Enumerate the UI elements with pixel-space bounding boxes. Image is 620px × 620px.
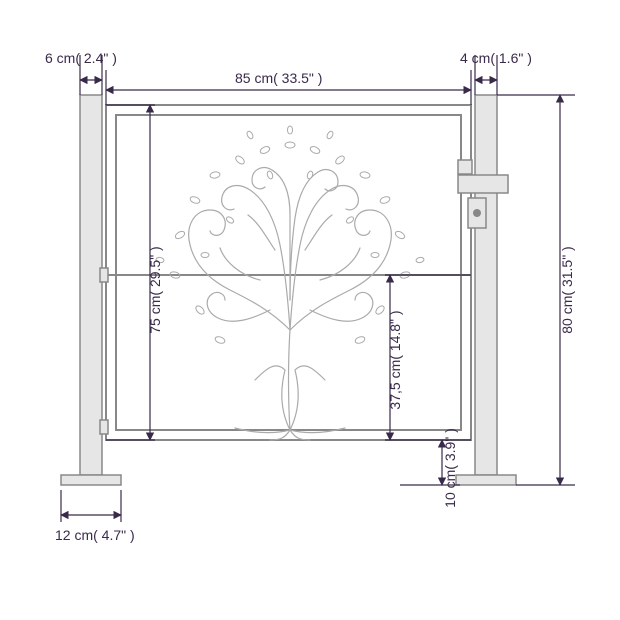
right-post xyxy=(475,95,497,475)
hinge-upper xyxy=(100,268,108,282)
gate-drawing xyxy=(61,95,516,485)
dim-overall-height-label: 80 cm( 31.5" ) xyxy=(559,246,575,333)
dim-lower-height: 37,5 cm( 14.8" ) xyxy=(385,275,471,440)
dim-overall-height: 80 cm( 31.5" ) xyxy=(497,95,575,485)
dim-panel-width-label: 85 cm( 33.5" ) xyxy=(235,70,322,86)
dim-panel-width: 85 cm( 33.5" ) xyxy=(106,70,471,105)
left-post xyxy=(80,95,102,475)
dim-ground-gap-label: 10 cm( 3.9" ) xyxy=(442,428,458,508)
dim-panel-height-label: 75 cm( 29.5" ) xyxy=(147,246,163,333)
right-foot xyxy=(456,475,516,485)
dim-foot-width: 12 cm( 4.7" ) xyxy=(55,490,135,543)
dimension-diagram: 6 cm( 2.4" ) 85 cm( 33.5" ) 4 cm( 1.6" )… xyxy=(0,0,620,620)
dim-latch-width-label: 4 cm( 1.6" ) xyxy=(460,50,532,66)
dim-panel-height: 75 cm( 29.5" ) xyxy=(106,105,163,440)
hinge-lower xyxy=(100,420,108,434)
dim-post-width-label: 6 cm( 2.4" ) xyxy=(45,50,117,66)
dim-lower-height-label: 37,5 cm( 14.8" ) xyxy=(387,310,403,409)
tree-decoration xyxy=(156,126,425,440)
dim-foot-width-label: 12 cm( 4.7" ) xyxy=(55,527,135,543)
left-foot xyxy=(61,475,121,485)
